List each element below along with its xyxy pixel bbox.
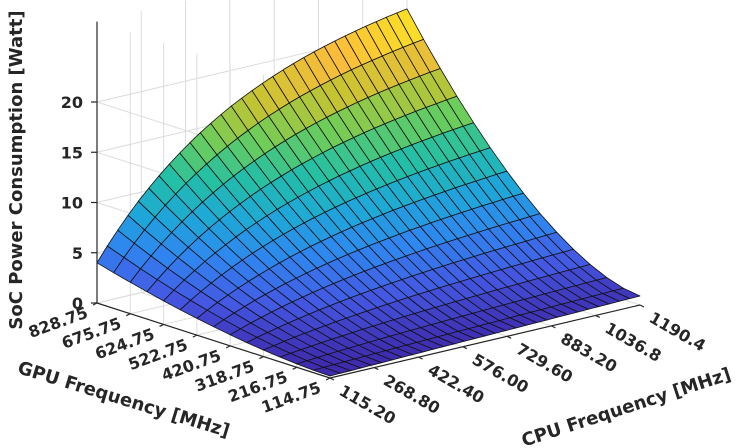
- x-tick-mark: [639, 304, 645, 308]
- z-axis-label: SoC Power Consumption [Watt]: [6, 10, 27, 329]
- y-tick-mark: [126, 313, 131, 317]
- surface-mesh: [96, 8, 641, 377]
- y-tick-mark: [159, 323, 164, 327]
- x-tick-mark: [418, 356, 423, 360]
- x-tick-mark: [551, 325, 556, 329]
- y-tick-mark: [259, 356, 264, 360]
- z-tick-labels: 0 5 10 15 20: [61, 93, 83, 313]
- z-tick-label: 10: [61, 194, 83, 213]
- y-tick-mark: [225, 345, 231, 349]
- x-tick-mark: [462, 346, 468, 350]
- z-tick-label: 20: [61, 93, 83, 112]
- z-tick-label: 5: [72, 244, 83, 263]
- x-tick-mark: [374, 367, 379, 371]
- x-tick-mark: [329, 377, 335, 381]
- y-tick-mark: [192, 334, 198, 338]
- x-axis-line: [329, 304, 641, 379]
- z-tick-label: 0: [72, 294, 83, 313]
- surface-patch: [312, 366, 341, 377]
- axes: [91, 21, 645, 381]
- y-tick-mark: [292, 366, 297, 370]
- y-axis-line: [96, 302, 331, 379]
- z-tick-label: 15: [61, 143, 83, 162]
- y-tick-mark: [325, 377, 331, 381]
- x-tick-mark: [595, 314, 600, 318]
- x-tick-mark: [506, 335, 512, 339]
